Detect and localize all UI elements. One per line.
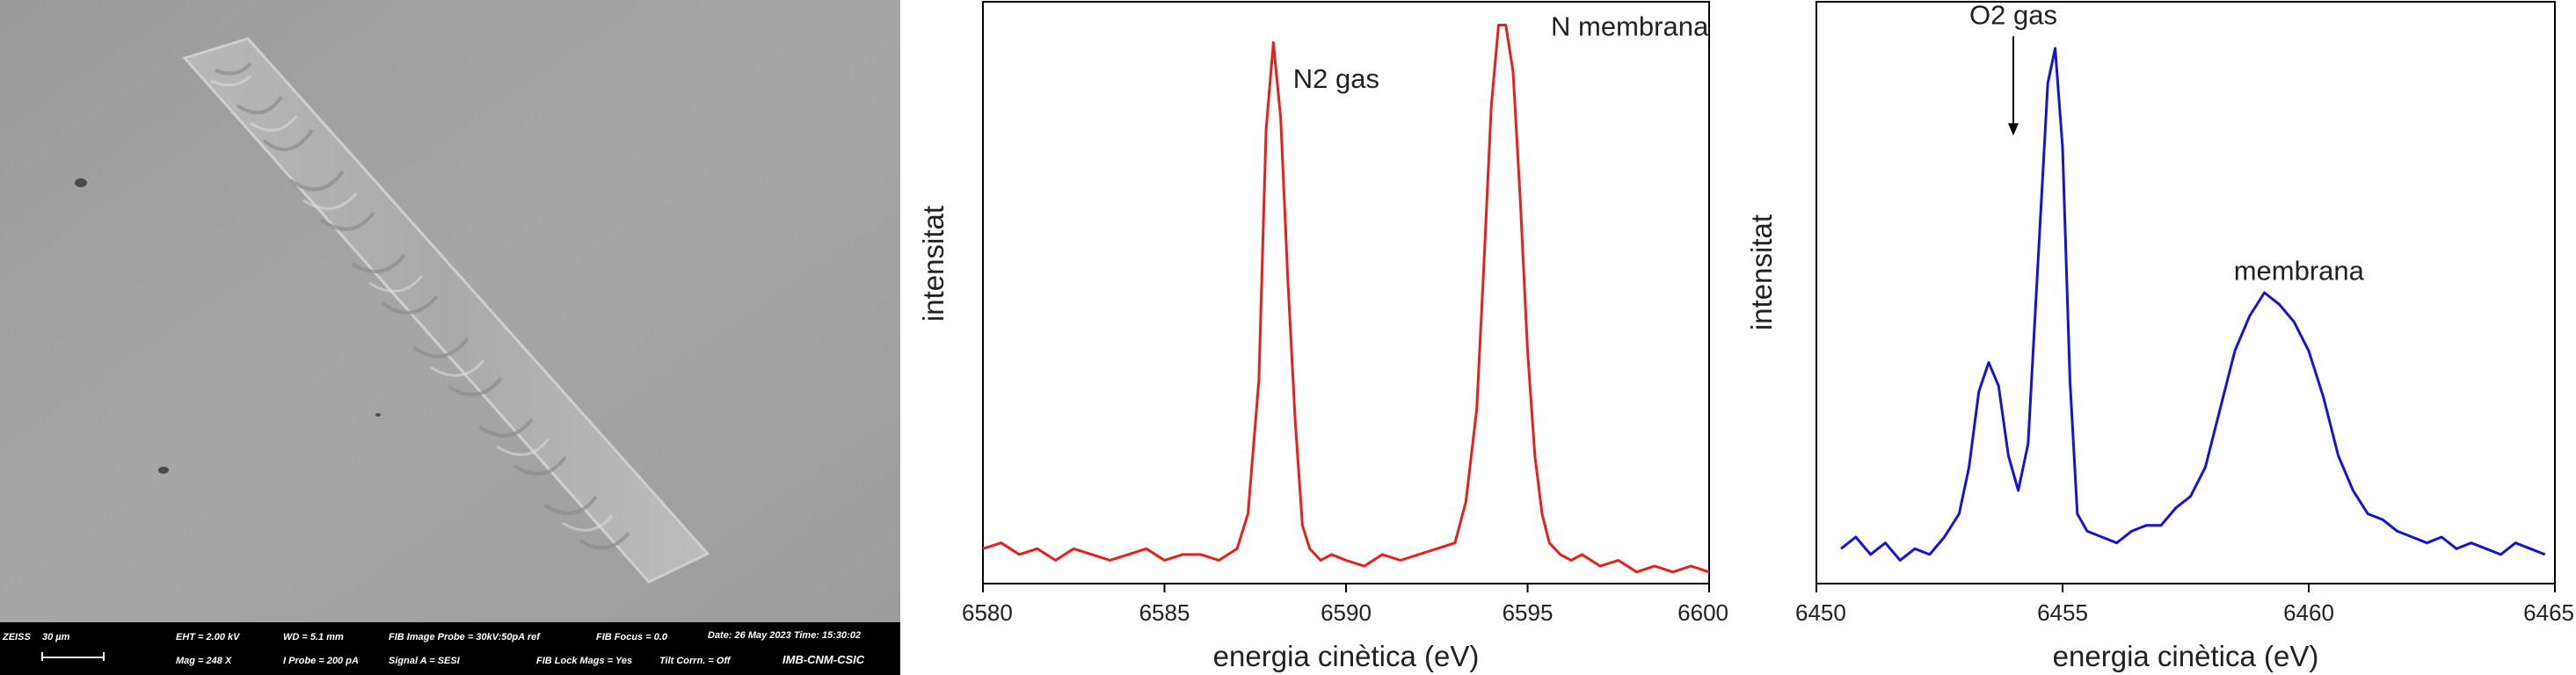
x-tick-label: 6455 xyxy=(2037,599,2088,626)
sem-fib-probe: FIB Image Probe = 30kV:50pA ref xyxy=(389,632,541,642)
x-ticks: 6580 6585 6590 6595 6600 xyxy=(962,584,1728,626)
x-tick-label: 6590 xyxy=(1321,599,1372,626)
peak-annotation: N2 gas xyxy=(1293,63,1379,94)
sem-tilt: Tilt Corrn. = Off xyxy=(659,656,731,666)
peak-annotation: O2 gas xyxy=(1969,0,2057,30)
sem-lab: IMB-CNM-CSIC xyxy=(782,653,865,666)
series-line xyxy=(1840,47,2546,562)
chart-o-spectrum: 6450 6455 6460 6465 O2 gas membrana energia … xyxy=(1745,0,2574,672)
sem-eht: EHT = 2.00 kV xyxy=(176,632,241,642)
annotation-arrow-head xyxy=(2008,123,2019,136)
scale-bar-label: 30 µm xyxy=(42,632,70,642)
x-axis-label: energia cinètica (eV) xyxy=(2053,640,2319,672)
x-ticks: 6450 6455 6460 6465 xyxy=(1795,584,2574,626)
sem-fib-focus: FIB Focus = 0.0 xyxy=(596,632,668,642)
annotations: N2 gas N membrana xyxy=(1293,11,1709,94)
sem-iprobe: I Probe = 200 pA xyxy=(283,656,359,666)
peak-annotation: membrana xyxy=(2234,256,2365,287)
membrane-strip xyxy=(182,37,710,584)
dust-particles xyxy=(75,178,381,474)
x-axis-label: energia cinètica (eV) xyxy=(1213,640,1480,672)
chart-n-spectrum: 6580 6585 6590 6595 6600 N2 gas N membrana en… xyxy=(917,1,1728,672)
x-tick-label: 6465 xyxy=(2523,599,2574,626)
peak-annotation: N membrana xyxy=(1551,11,1709,41)
zeiss-logo: ZEISS xyxy=(2,632,31,642)
plot-frame xyxy=(1816,1,2556,584)
series-line xyxy=(982,24,1710,574)
sem-date: Date: 26 May 2023 Time: 15:30:02 xyxy=(708,630,861,641)
sem-wd: WD = 5.1 mm xyxy=(283,632,344,642)
x-tick-label: 6600 xyxy=(1677,599,1728,626)
x-tick-label: 6460 xyxy=(2283,599,2334,626)
x-tick-label: 6585 xyxy=(1139,599,1190,626)
sem-signal: Signal A = SESI xyxy=(389,656,461,666)
sem-micrograph: ZEISS 30 µm EHT = 2.00 kV Mag = 248 X WD… xyxy=(0,0,900,675)
sem-mag: Mag = 248 X xyxy=(176,656,232,666)
y-axis-label: intensitat xyxy=(917,206,950,322)
y-axis-label: intensitat xyxy=(1745,214,1778,330)
x-tick-label: 6450 xyxy=(1795,599,1846,626)
x-tick-label: 6580 xyxy=(962,599,1013,626)
annotations: O2 gas membrana xyxy=(1969,0,2365,287)
sem-fib-lock: FIB Lock Mags = Yes xyxy=(536,656,632,666)
sem-info-bar xyxy=(0,622,900,675)
x-tick-label: 6595 xyxy=(1503,599,1554,626)
